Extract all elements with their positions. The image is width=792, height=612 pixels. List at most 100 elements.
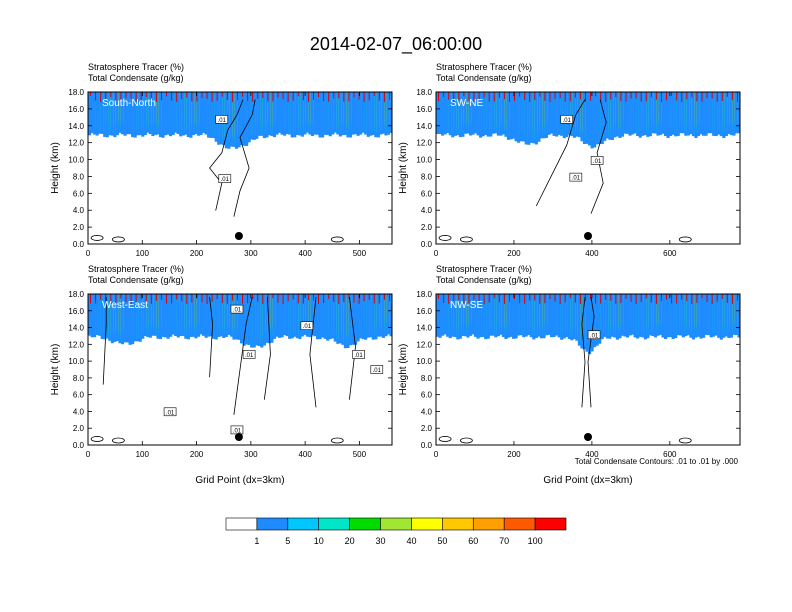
tracer-strip [666,92,670,138]
tracer-strip [326,92,330,135]
x-tick-label: 200 [190,450,204,459]
y-tick-label: 16.0 [68,105,84,114]
tracer-strip [288,92,292,135]
tracer-strip [486,294,490,339]
tracer-strip [371,92,375,136]
tracer-strip [110,92,114,136]
tracer-strip [648,92,652,137]
x-tick-label: 400 [298,249,312,258]
tracer-strip [171,294,175,335]
y-tick-label: 0.0 [73,240,85,249]
tracer-strip [532,294,536,340]
tracer-strip [290,294,294,339]
condensate-contour [102,297,107,385]
tracer-strip [479,294,483,338]
tracer-strip [196,294,201,337]
y-tick-label: 6.0 [421,189,433,198]
tracer-strip [512,92,516,139]
tracer-strip [270,294,274,343]
tracer-strip [131,92,135,138]
tracer-strip [656,294,660,336]
tracer-strip [361,294,365,340]
location-marker [234,232,243,240]
tracer-strip [519,92,523,142]
condensate-contour [349,296,356,400]
y-tick-label: 8.0 [421,172,433,181]
tracer-strip [461,92,465,137]
tracer-strip [537,294,541,337]
tracer-strip [93,92,97,135]
y-axis-label: Height (km) [398,142,409,194]
tracer-strip [451,92,455,138]
tracer-strip [224,294,228,337]
panel-frame [87,293,393,446]
tracer-strip [590,92,594,149]
tracer-strip [245,92,249,146]
tracer-strip [463,92,467,134]
tracer-strip [123,92,127,136]
tracer-strip [481,294,485,337]
tracer-strip [544,92,549,138]
tracer-strip [126,294,130,343]
tracer-strip [595,294,599,346]
contour-label: .01 [303,324,312,330]
tracer-strip [285,92,289,135]
tracer-strip [255,294,259,346]
tracer-strip [664,92,668,137]
tracer-strip [128,92,132,135]
tracer-strip [156,294,160,339]
tracer-strip [384,92,388,136]
tracer-strip [351,92,355,135]
contour-label-box [590,156,604,165]
tracer-strip [631,92,635,135]
tracer-strip [514,92,518,142]
tracer-strip [176,294,180,338]
tracer-strip [126,92,130,135]
x-tick-label: 600 [663,249,677,258]
tracer-strip [605,294,609,339]
tracer-strip [486,92,490,137]
tracer-strip [539,92,543,139]
tracer-strip [123,294,127,343]
contour-label: .01 [373,368,382,374]
tracer-strip [158,294,163,340]
tracer-strip [648,294,652,336]
tracer-strip [600,92,604,145]
tracer-strip [275,294,279,337]
y-tick-label: 12.0 [68,139,84,148]
x-tick-label: 0 [434,249,439,258]
tracer-strip [585,92,589,144]
plot-area: .01.01.01 [436,92,740,243]
tracer-strip [131,294,135,345]
tracer-strip [141,294,145,339]
tracer-strip [283,294,287,336]
tracer-strip [179,294,183,337]
y-tick-label: 12.0 [68,340,84,349]
tracer-strip [310,294,315,336]
panel-frame [87,91,393,245]
tracer-strip [336,92,340,135]
x-tick-label: 500 [353,249,367,258]
tracer-strip [245,294,249,345]
tracer-strip [613,92,617,138]
tracer-strip [338,294,342,344]
tracer-strip [100,92,104,134]
tracer-strip [364,294,368,340]
contour-label-box [569,172,583,182]
tracer-strip [555,92,559,137]
tracer-strip [217,294,221,337]
tracer-strip [481,92,485,137]
contour-label: .01 [233,308,242,314]
tracer-strip [318,294,322,340]
x-tick-label: 200 [190,249,204,258]
tracer-strip [133,294,137,342]
plot-area: .01.01.01.01.01.01.01 [88,294,392,444]
tracer-strip [509,294,513,337]
tracer-strip [356,92,360,136]
tracer-strip [310,92,315,137]
tracer-strip [443,294,447,335]
y-tick-label: 14.0 [68,122,84,131]
contour-label-box [352,350,365,359]
